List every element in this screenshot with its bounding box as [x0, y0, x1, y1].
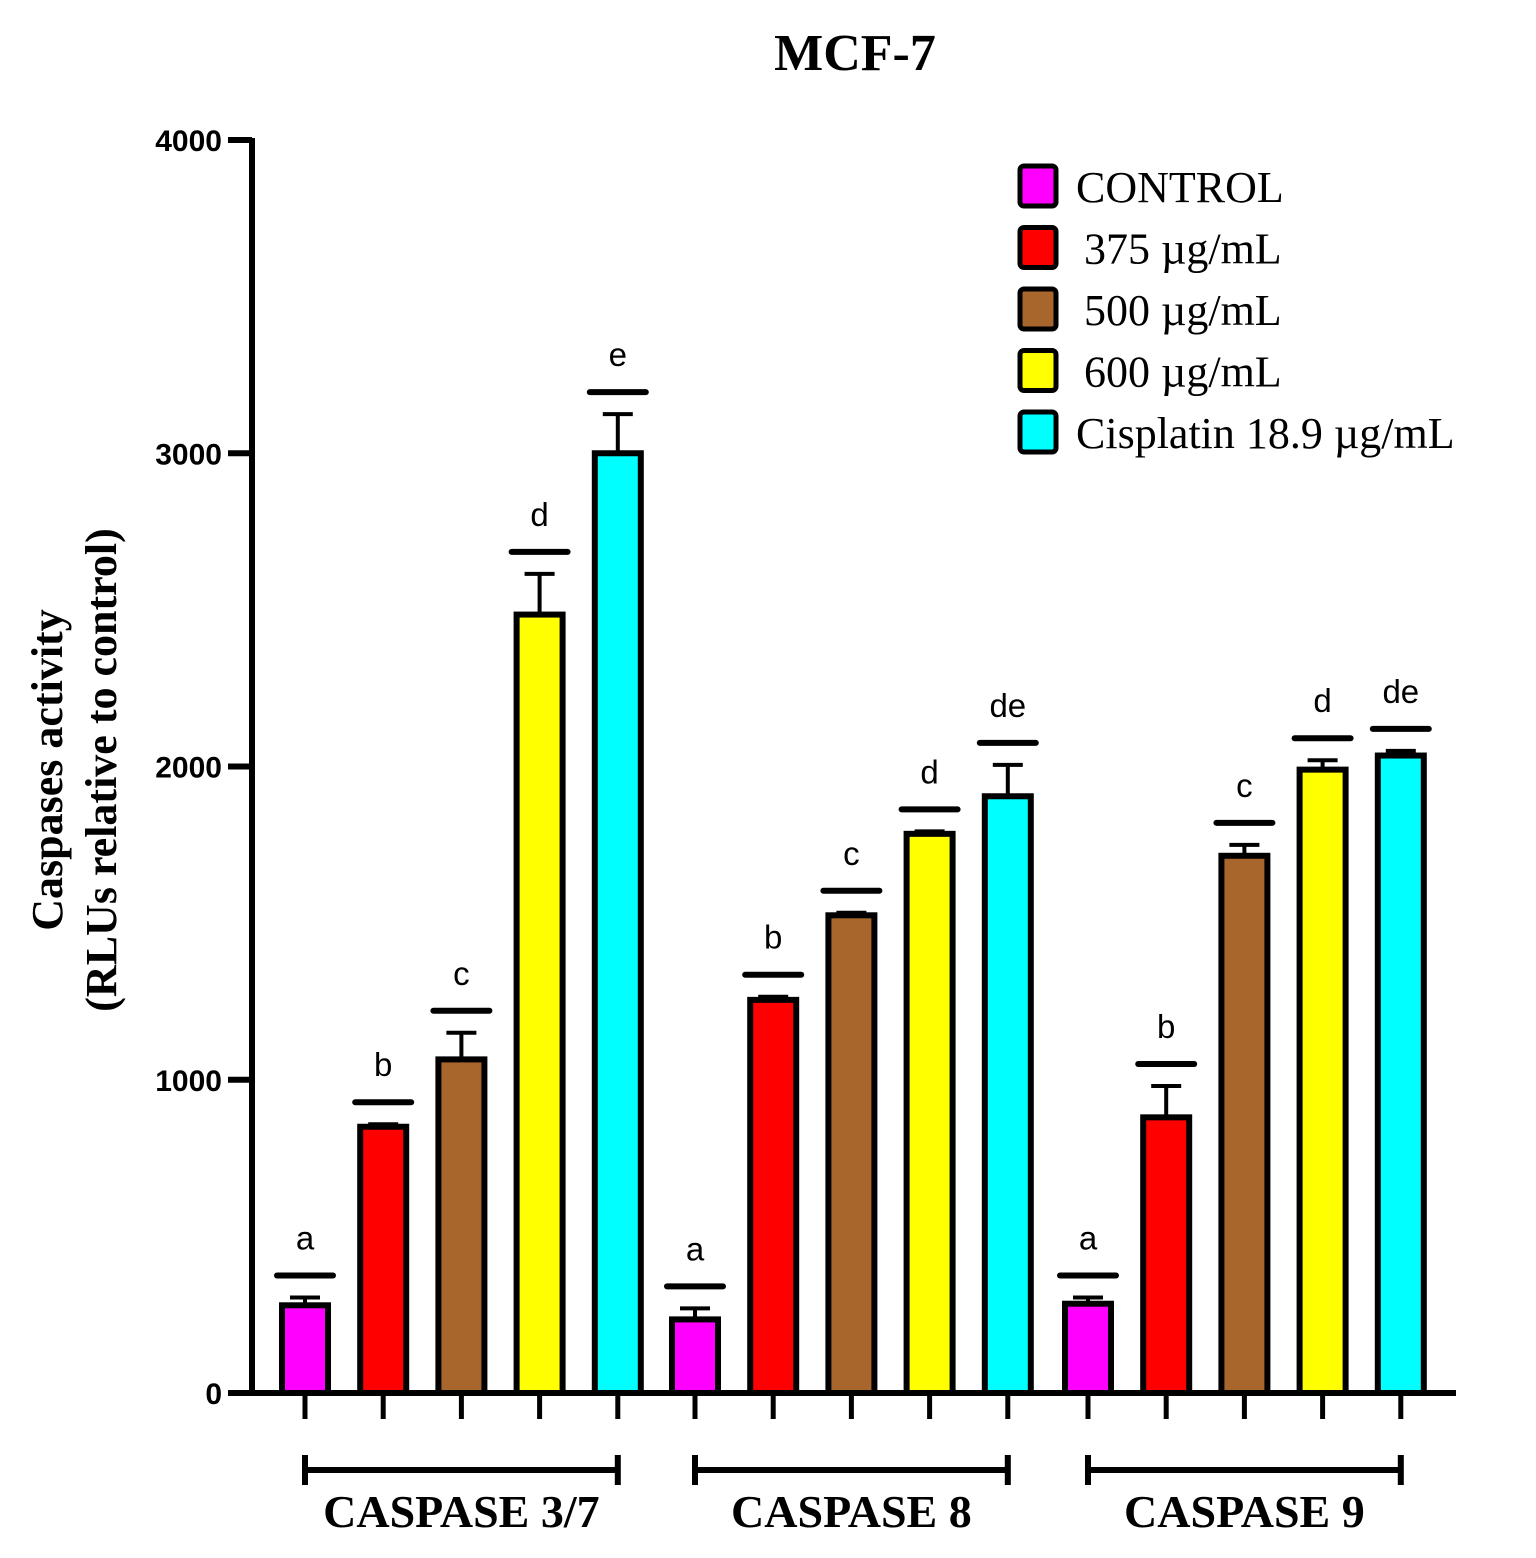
- y-tick-label: 0: [205, 1378, 222, 1411]
- legend-swatch: [1017, 286, 1059, 332]
- bar: [1296, 766, 1349, 1396]
- bar: [435, 1056, 488, 1397]
- y-axis-label: Caspases activity (RLUs relative to cont…: [23, 528, 126, 1011]
- bar: [357, 1123, 410, 1397]
- y-axis-label-line2: (RLUs relative to control): [77, 528, 126, 1011]
- legend-label: Cisplatin 18.9 µg/mL: [1076, 409, 1455, 458]
- significance-letter: a: [686, 1230, 705, 1267]
- bar: [1218, 852, 1271, 1396]
- legend-label: 375 µg/mL: [1084, 225, 1282, 274]
- significance-letter: a: [296, 1219, 315, 1256]
- bar: [981, 793, 1034, 1396]
- significance-letter: a: [1079, 1219, 1098, 1256]
- bar: [1374, 752, 1427, 1396]
- significance-letter: d: [1313, 682, 1331, 719]
- group-label: CASPASE 3/7: [323, 1486, 599, 1537]
- bar: [903, 830, 956, 1396]
- significance-letter: b: [764, 919, 782, 956]
- significance-letter: c: [1236, 767, 1253, 804]
- bar: [825, 912, 878, 1396]
- bar: [279, 1302, 331, 1397]
- legend-swatch: [1017, 348, 1059, 393]
- legend: CONTROL 375 µg/mL 500 µg/mL 600 µg/mL Cispla…: [1017, 163, 1455, 458]
- bar: [669, 1316, 721, 1396]
- legend-label: 600 µg/mL: [1084, 348, 1282, 397]
- legend-swatch: [1017, 163, 1059, 209]
- group-label: CASPASE 9: [1124, 1486, 1365, 1537]
- group-label: CASPASE 8: [731, 1486, 972, 1537]
- chart-title: MCF-7: [774, 25, 936, 82]
- significance-letter: e: [609, 336, 627, 373]
- significance-letter: b: [1157, 1008, 1175, 1045]
- legend-swatch: [1017, 225, 1059, 270]
- significance-letter: d: [530, 496, 548, 533]
- legend-label: 500 µg/mL: [1084, 286, 1282, 335]
- y-tick-label: 4000: [155, 125, 222, 158]
- legend-label: CONTROL: [1076, 163, 1284, 212]
- bar: [513, 611, 566, 1396]
- bar: [1140, 1114, 1193, 1396]
- y-tick-label: 1000: [155, 1065, 222, 1098]
- significance-letter: c: [843, 835, 860, 872]
- significance-letter: d: [920, 753, 938, 790]
- y-tick-label: 3000: [155, 438, 222, 471]
- significance-letter: b: [374, 1046, 392, 1083]
- significance-letter: c: [453, 955, 470, 992]
- significance-letter: de: [989, 687, 1026, 724]
- bar: [1062, 1300, 1114, 1397]
- y-tick-label: 2000: [155, 752, 222, 785]
- y-axis-label-line1: Caspases activity: [23, 609, 72, 930]
- legend-swatch: [1017, 409, 1059, 455]
- bar: [591, 450, 644, 1396]
- significance-letter: de: [1382, 673, 1419, 710]
- bar: [747, 996, 800, 1397]
